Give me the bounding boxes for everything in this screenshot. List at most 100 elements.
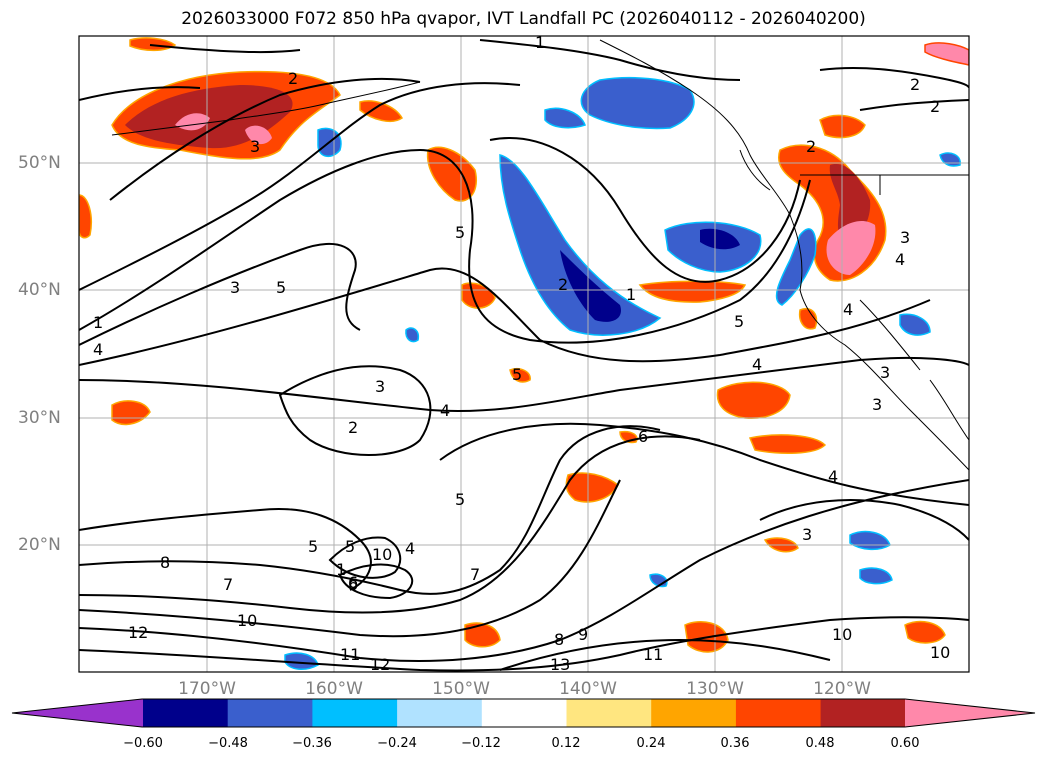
contour-label: 4 — [405, 539, 415, 558]
colorbar-tick-label: 0.24 — [636, 736, 666, 751]
contour-label: 11 — [340, 645, 360, 664]
colorbar-tick-label: −0.36 — [292, 736, 332, 751]
colorbar-bin — [397, 699, 483, 727]
contour-label: 4 — [93, 340, 103, 359]
contour-label: 3 — [230, 278, 240, 297]
anomaly-blob — [565, 472, 619, 503]
contour-label: 3 — [375, 377, 385, 396]
contour-label: 1 — [336, 560, 346, 579]
contour-label: 4 — [828, 467, 838, 486]
anomaly-blob — [700, 228, 740, 250]
contour-line — [79, 86, 201, 101]
contour-label: 2 — [348, 418, 358, 437]
contour-label: 6 — [348, 575, 358, 594]
contour-label: 10 — [237, 611, 257, 630]
contour-label: 3 — [872, 395, 882, 414]
anomaly-blob — [426, 146, 477, 202]
contour-label: 5 — [308, 537, 318, 556]
coastline — [599, 39, 969, 471]
colorbar-bin — [143, 699, 229, 727]
coastline — [859, 299, 921, 371]
contour-label: 2 — [806, 137, 816, 156]
contour-line — [79, 479, 969, 662]
contour-line — [79, 616, 969, 672]
lat-label: 50°N — [18, 153, 61, 173]
contour-line — [79, 356, 969, 412]
lat-label: 20°N — [18, 535, 61, 555]
coastlines — [111, 39, 969, 471]
contour-label: 2 — [930, 97, 940, 116]
colorbar — [11, 698, 1036, 728]
colorbar-outline — [11, 698, 1036, 728]
anomaly-blob — [899, 313, 931, 336]
contour-label: 7 — [223, 575, 233, 594]
contour-label: 6 — [638, 427, 648, 446]
contour-line — [278, 365, 432, 456]
colorbar-over-extension — [905, 699, 1035, 727]
colorbar-bin — [566, 699, 652, 727]
ivt-contours — [79, 39, 969, 672]
contour-label: 2 — [288, 69, 298, 88]
contour-label: 10 — [372, 545, 392, 564]
lon-label: 130°W — [686, 679, 744, 699]
anomaly-blob — [464, 622, 501, 648]
colorbar-bin — [481, 699, 567, 727]
contour-label: 4 — [440, 401, 450, 420]
contour-line — [79, 267, 931, 366]
colorbar-tick-label: −0.48 — [208, 736, 248, 751]
contour-label: 5 — [345, 537, 355, 556]
colorbar-tick-label: 0.48 — [805, 736, 835, 751]
coastline — [929, 379, 969, 441]
anomaly-blob — [405, 327, 420, 343]
anomaly-blob — [79, 194, 92, 239]
anomaly-blob — [461, 282, 496, 309]
contour-line — [328, 536, 402, 579]
colorbar-tick-label: 0.60 — [890, 736, 920, 751]
lon-label: 150°W — [432, 679, 490, 699]
contour-label: 12 — [370, 655, 390, 674]
contour-label: 4 — [895, 250, 905, 269]
lat-label: 40°N — [18, 280, 61, 300]
contour-label: 5 — [455, 490, 465, 509]
lat-label: 30°N — [18, 408, 61, 428]
lon-label: 160°W — [305, 679, 363, 699]
contour-label: 2 — [558, 275, 568, 294]
lon-label: 170°W — [178, 679, 236, 699]
lon-label: 120°W — [813, 679, 871, 699]
colorbar-tick-label: −0.12 — [461, 736, 501, 751]
anomaly-blob — [245, 125, 272, 145]
contour-line — [109, 77, 421, 201]
contour-line — [819, 67, 969, 89]
anomaly-blob — [580, 76, 695, 130]
colorbar-bin — [227, 699, 313, 727]
coastline — [111, 81, 421, 136]
contour-label: 3 — [900, 228, 910, 247]
contour-line — [79, 82, 521, 291]
contour-line — [79, 435, 701, 614]
contour-label: 5 — [276, 278, 286, 297]
contour-label: 8 — [160, 553, 170, 572]
anomaly-blob — [111, 400, 151, 426]
anomaly-blob — [284, 652, 319, 670]
contour-label: 3 — [802, 525, 812, 544]
contour-label: 1 — [93, 313, 103, 332]
contour-label: 1 — [535, 33, 545, 52]
contour-label: 1 — [626, 285, 636, 304]
coastline — [739, 149, 771, 191]
contour-label: 11 — [643, 645, 663, 664]
anomaly-blob — [544, 107, 586, 129]
contour-label: 4 — [843, 300, 853, 319]
contour-label: 7 — [470, 565, 480, 584]
colorbar-bin — [651, 699, 737, 727]
colorbar-bin — [312, 699, 398, 727]
contour-label: 5 — [512, 365, 522, 384]
contour-label: 5 — [734, 312, 744, 331]
colorbar-tick-label: −0.60 — [123, 736, 163, 751]
contour-label: 2 — [910, 75, 920, 94]
contour-line — [79, 148, 811, 344]
contour-label: 6 — [348, 573, 358, 592]
contour-label: 10 — [832, 625, 852, 644]
anomaly-blob — [560, 250, 621, 322]
contour-line — [859, 99, 969, 111]
colorbar-tick-label: −0.24 — [377, 736, 417, 751]
